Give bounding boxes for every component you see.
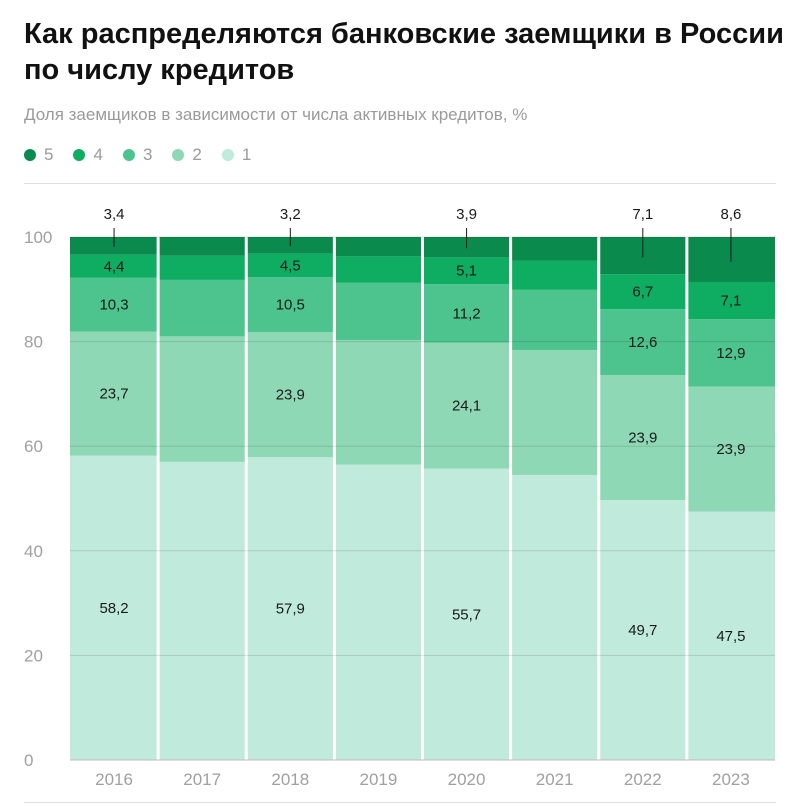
bar-segment — [512, 474, 598, 760]
legend-label: 3 — [142, 145, 153, 164]
data-label: 7,1 — [632, 206, 653, 223]
bar-segment — [335, 340, 421, 465]
data-label: 4,5 — [280, 258, 301, 275]
data-label: 11,2 — [453, 305, 481, 322]
data-label: 23,7 — [99, 386, 128, 403]
bar-segment — [512, 260, 598, 290]
y-tick-label: 60 — [24, 437, 43, 456]
legend-item-3: 3 — [122, 145, 153, 165]
data-label: 10,3 — [99, 297, 128, 314]
y-tick-label: 40 — [24, 542, 43, 561]
data-label: 23,9 — [276, 387, 305, 404]
legend-label: 1 — [241, 145, 252, 164]
bar-segment — [600, 375, 686, 501]
data-label: 23,9 — [716, 441, 745, 458]
legend-item-2: 2 — [172, 145, 202, 165]
data-label: 49,7 — [628, 622, 657, 639]
y-tick-label: 20 — [24, 646, 43, 665]
data-label: 3,9 — [456, 206, 477, 223]
bar-segment — [512, 237, 598, 261]
header-divider — [24, 183, 776, 184]
x-tick-label: 2023 — [712, 770, 750, 789]
bar-segment — [159, 336, 245, 462]
chart-subtitle: Доля заемщиков в зависимости от числа ак… — [24, 105, 528, 124]
data-label: 23,9 — [628, 430, 657, 447]
data-label: 3,2 — [280, 206, 301, 223]
bar-segment — [159, 237, 245, 256]
bar-segment — [247, 253, 333, 278]
bar-segment — [70, 331, 157, 456]
bar-segment — [512, 289, 598, 350]
data-label: 12,6 — [628, 334, 657, 351]
footer-divider — [24, 802, 776, 803]
bar-segment — [688, 386, 775, 512]
chart-title: Как распределяются банковские заемщики в… — [24, 18, 784, 86]
bar-segment — [424, 342, 510, 469]
x-tick-label: 2021 — [536, 770, 574, 789]
data-label: 8,6 — [721, 206, 742, 223]
bar-segment — [335, 256, 421, 283]
data-label: 55,7 — [452, 606, 481, 623]
bar-segment — [70, 237, 157, 255]
data-label: 10,5 — [276, 297, 305, 314]
bar-segment — [335, 237, 421, 257]
x-tick-label: 2017 — [183, 770, 221, 789]
bar-segment — [159, 255, 245, 280]
bar-segment — [335, 464, 421, 760]
bar-segment — [159, 461, 245, 760]
bar-segment — [424, 257, 510, 285]
legend-label: 5 — [44, 145, 54, 164]
legend-swatch — [221, 149, 234, 161]
legend-label: 2 — [192, 145, 202, 164]
legend-item-1: 1 — [221, 145, 252, 165]
bar-segment — [247, 277, 333, 333]
x-tick-label: 2016 — [95, 770, 133, 789]
bar-segment — [688, 237, 775, 282]
data-label: 24,1 — [452, 398, 481, 415]
bar-segment — [70, 254, 157, 278]
x-tick-label: 2020 — [448, 770, 486, 789]
data-label: 4,4 — [104, 258, 125, 275]
data-label: 7,1 — [721, 293, 742, 310]
bar-segment — [600, 309, 686, 376]
legend-swatch — [122, 149, 135, 161]
legend-swatch — [172, 149, 185, 161]
data-label: 3,4 — [104, 206, 125, 223]
legend-label: 4 — [93, 145, 103, 164]
bar-segment — [424, 468, 510, 760]
bar-segment — [247, 332, 333, 458]
x-tick-label: 2018 — [271, 770, 309, 789]
bar-segment — [688, 319, 775, 387]
bar-segment — [512, 349, 598, 475]
data-label: 57,9 — [276, 601, 305, 618]
bar-segment — [70, 277, 157, 332]
bar-segment — [335, 282, 421, 341]
data-label: 12,9 — [716, 345, 745, 362]
bar-segment — [688, 511, 775, 760]
x-tick-label: 2022 — [624, 770, 662, 789]
bar-segment — [424, 284, 510, 343]
y-tick-label: 100 — [24, 228, 52, 247]
legend-swatch — [73, 149, 86, 161]
data-label: 58,2 — [99, 600, 128, 617]
data-label: 6,7 — [632, 284, 653, 301]
bar-segment — [600, 274, 686, 310]
bar-segment — [70, 455, 157, 760]
legend-item-4: 4 — [73, 145, 103, 165]
y-tick-label: 80 — [24, 333, 43, 352]
data-label: 5,1 — [456, 263, 477, 280]
y-tick-label: 0 — [24, 751, 33, 770]
bar-segment — [600, 500, 686, 760]
data-label: 47,5 — [716, 628, 745, 645]
x-tick-label: 2019 — [360, 770, 398, 789]
bar-segment — [688, 281, 775, 320]
legend: 5 4 3 2 1 — [24, 144, 271, 166]
bar-segment — [159, 279, 245, 337]
legend-item-5: 5 — [24, 145, 53, 165]
legend-swatch — [24, 149, 36, 161]
bar-segment — [247, 457, 333, 760]
